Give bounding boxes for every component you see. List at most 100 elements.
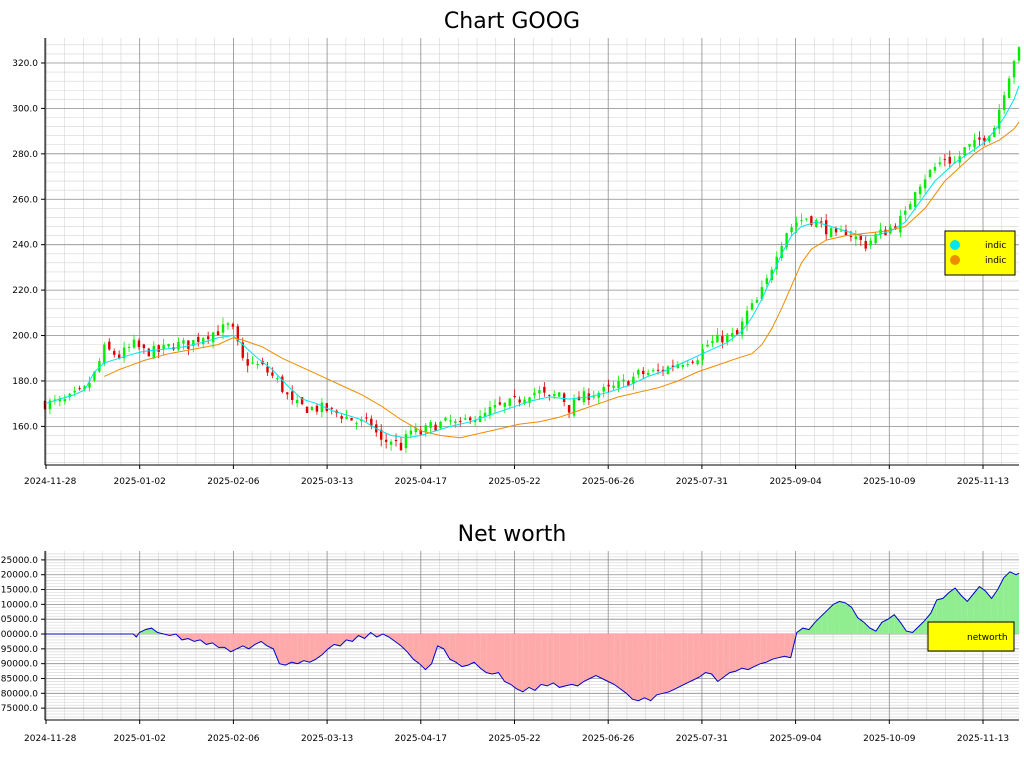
candle-body: [696, 360, 699, 365]
networth-fill-loss: [565, 634, 572, 686]
networth-fill-loss: [510, 634, 517, 689]
candle-body: [256, 363, 259, 365]
price-plot-area: [45, 38, 1019, 465]
candle-body: [231, 324, 235, 327]
candle-body: [226, 323, 230, 325]
networth-fill-loss: [760, 634, 767, 664]
candle-body: [899, 215, 902, 233]
candle-body: [286, 392, 289, 395]
candle-body: [108, 341, 111, 350]
candle-body: [642, 370, 645, 375]
networth-fill-loss: [675, 634, 682, 689]
candle-body: [676, 364, 680, 368]
price-y-tick-label: 240.0: [12, 241, 38, 251]
price-chart-legend: indic indic: [944, 230, 1016, 276]
networth-fill-loss: [285, 634, 292, 666]
candle-body: [478, 416, 482, 422]
networth-fill-loss: [650, 634, 657, 701]
price-x-tick-label: 2025-03-13: [301, 477, 353, 487]
networth-fill-loss: [309, 634, 316, 663]
candle-body: [869, 240, 872, 246]
networth-fill-loss: [632, 634, 639, 701]
candle-body: [271, 372, 274, 376]
legend-label-networth: networth: [967, 633, 1008, 643]
candle-body: [998, 109, 1001, 129]
candle-body: [157, 345, 160, 352]
candle-body: [291, 391, 294, 401]
candle-body: [716, 334, 719, 343]
candle-body: [755, 299, 759, 303]
networth-fill-loss: [668, 634, 676, 692]
candle-body: [493, 405, 497, 408]
candle-body: [127, 346, 131, 348]
candle-body: [384, 439, 388, 442]
candle-body: [834, 228, 838, 233]
candle-body: [325, 403, 329, 412]
candle-body: [637, 369, 640, 375]
candle-body: [498, 402, 502, 405]
candle-body: [310, 407, 314, 410]
networth-y-tick-label: 90000.0: [1, 660, 38, 670]
candle-body: [829, 228, 833, 238]
candle-body: [656, 369, 660, 371]
candle-body: [424, 425, 427, 433]
networth-fill-gain: [821, 610, 828, 635]
candle-body: [686, 364, 689, 366]
candle-body: [68, 393, 71, 398]
candle-body: [582, 391, 586, 403]
candle-body: [849, 236, 853, 238]
candle-body: [513, 395, 516, 397]
price-y-tick-labels: 160.0 180.0 200.0 220.0 240.0 260.0 280.0 300.0…: [12, 59, 45, 432]
candle-body: [785, 233, 788, 248]
candle-body: [731, 333, 734, 337]
candle-body: [943, 159, 947, 161]
candle-body: [399, 442, 403, 451]
candle-body: [780, 245, 783, 258]
candle-body: [93, 371, 96, 381]
networth-fill-loss: [443, 634, 450, 660]
networth-fill-gain: [808, 622, 816, 635]
price-y-tick-label: 280.0: [12, 150, 38, 160]
candle-body: [859, 234, 862, 240]
networth-fill-loss: [577, 634, 584, 686]
candle-body: [197, 336, 200, 343]
networth-fill-gain: [888, 614, 895, 635]
networth-fill-loss: [602, 634, 609, 682]
networth-fill-loss: [291, 634, 298, 664]
networth-y-tick-labels: 75000.0 80000.0 85000.0 90000.0 95000.0 10000…: [0, 556, 45, 714]
networth-fill-loss: [699, 634, 706, 678]
networth-y-tick-label: 100000.0: [0, 630, 38, 640]
networth-fill-loss: [535, 634, 542, 691]
networth-fill-loss: [705, 634, 712, 675]
price-chart-grid: [45, 38, 1019, 465]
networth-chart-legend: networth: [927, 621, 1015, 652]
candle-body: [854, 236, 858, 240]
candle-body: [63, 399, 66, 402]
networth-fill-loss: [687, 634, 694, 683]
candle-body: [805, 218, 808, 220]
networth-x-tick-label: 2025-07-31: [676, 734, 728, 744]
candle-body: [162, 344, 165, 350]
networth-fill-loss: [498, 634, 505, 682]
candle-body: [360, 419, 363, 422]
networth-fill-loss: [413, 634, 420, 664]
candle-body: [444, 417, 447, 421]
candle-body: [1017, 47, 1021, 61]
candle-body: [790, 227, 793, 233]
candle-body: [295, 399, 299, 404]
candle-body: [928, 169, 932, 177]
candle-body: [740, 321, 744, 335]
candle-body: [553, 394, 556, 397]
networth-y-tick-label: 95000.0: [1, 645, 38, 655]
candle-body: [735, 330, 739, 335]
networth-fill-loss: [784, 634, 791, 658]
price-y-tick-label: 300.0: [12, 104, 38, 114]
networth-x-tick-label: 2025-10-09: [863, 734, 916, 744]
networth-fill-gain: [918, 620, 925, 635]
candle-body: [607, 384, 610, 387]
networth-fill-loss: [522, 634, 529, 692]
candle-body: [380, 429, 383, 440]
candle-body: [419, 429, 422, 435]
networth-fill-loss: [273, 634, 280, 664]
